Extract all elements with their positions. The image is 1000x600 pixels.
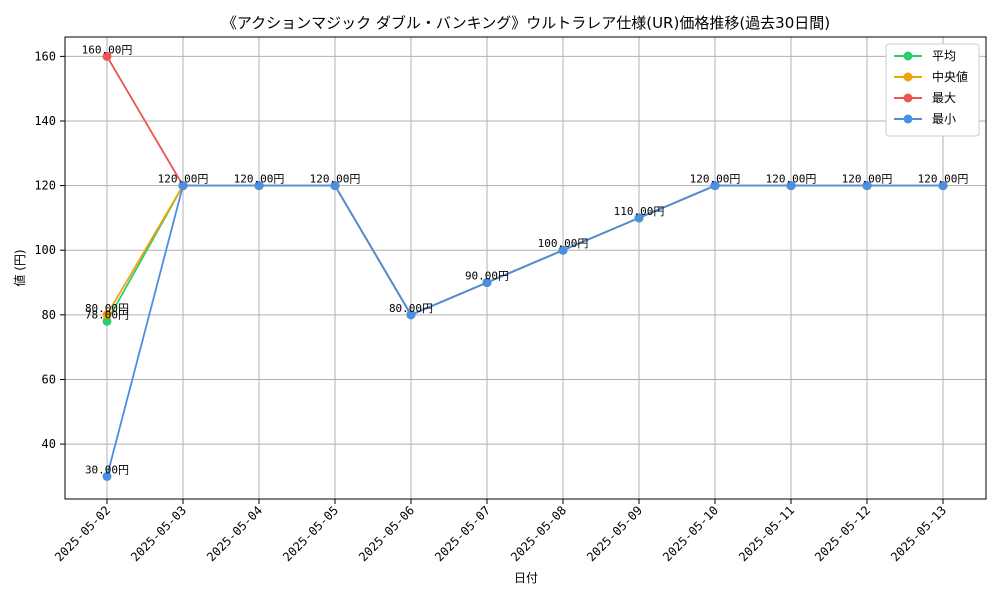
x-tick-label: 2025-05-02: [52, 503, 113, 564]
x-axis-ticks: 2025-05-02 2025-05-03 2025-05-04 2025-05-05…: [52, 499, 949, 564]
data-label: 120.00円: [158, 173, 209, 186]
series-point: [178, 181, 188, 191]
data-label: 78.00円: [85, 308, 129, 321]
series-point: [102, 310, 112, 320]
x-tick-label: 2025-05-07: [432, 503, 493, 564]
series-point: [710, 181, 720, 191]
x-tick-label: 2025-05-09: [584, 503, 645, 564]
series-point: [102, 316, 112, 326]
series-point: [634, 213, 644, 223]
legend-entry-label: 中央値: [932, 69, 968, 84]
series-line: [106, 184, 943, 477]
series-point: [406, 310, 416, 320]
legend-entry-label: 平均: [932, 49, 956, 63]
chart-title: 《アクションマジック ダブル・バンキング》ウルトラレア仕様(UR)価格推移(過去…: [222, 14, 830, 32]
x-tick-label: 2025-05-12: [812, 503, 873, 564]
y-axis-label: 値 (円): [12, 249, 27, 286]
series-3: [102, 181, 948, 481]
legend-entry-label: 最大: [932, 91, 956, 105]
legend-entry-label: 最小: [932, 112, 956, 126]
series-point: [558, 245, 568, 255]
data-label: 110.00円: [614, 205, 665, 218]
data-label: 30.00円: [85, 463, 129, 476]
series-layer: [102, 51, 948, 481]
data-label: 120.00円: [842, 173, 893, 186]
data-label: 100.00円: [538, 237, 589, 250]
data-label: 160.00円: [82, 43, 133, 56]
series-point: [102, 51, 112, 61]
x-tick-label: 2025-05-03: [128, 503, 189, 564]
x-axis-label: 日付: [514, 571, 538, 585]
y-tick-label: 80: [42, 308, 56, 322]
series-point: [102, 471, 112, 481]
y-tick-label: 160: [34, 49, 56, 63]
data-label: 90.00円: [465, 270, 509, 283]
series-line: [106, 184, 943, 322]
x-tick-label: 2025-05-13: [888, 503, 949, 564]
y-tick-label: 100: [34, 243, 56, 257]
legend-swatch-marker: [903, 93, 913, 103]
series-point: [786, 181, 796, 191]
y-tick-label: 40: [42, 437, 56, 451]
x-tick-label: 2025-05-06: [356, 503, 417, 564]
series-point: [482, 278, 492, 288]
x-tick-label: 2025-05-10: [660, 503, 721, 564]
y-tick-label: 120: [34, 179, 56, 193]
y-tick-label: 60: [42, 372, 56, 386]
x-tick-label: 2025-05-08: [508, 503, 569, 564]
legend-swatch-marker: [903, 72, 913, 82]
legend-swatch-marker: [903, 51, 913, 61]
data-label: 120.00円: [234, 173, 285, 186]
series-point: [938, 181, 948, 191]
data-label: 120.00円: [918, 173, 969, 186]
legend-swatch-marker: [903, 114, 913, 124]
y-axis-ticks: 40 60 80 100 120 140 160: [34, 49, 65, 451]
data-label: 120.00円: [690, 173, 741, 186]
grid-layer: [65, 37, 986, 499]
data-label: 120.00円: [310, 173, 361, 186]
series-point: [254, 181, 264, 191]
y-tick-label: 140: [34, 114, 56, 128]
x-tick-label: 2025-05-11: [736, 503, 797, 564]
x-tick-label: 2025-05-04: [204, 503, 265, 564]
data-label: 120.00円: [766, 173, 817, 186]
data-label: 80.00円: [389, 302, 433, 315]
legend-box: [885, 43, 980, 137]
series-point: [862, 181, 872, 191]
series-point: [330, 181, 340, 191]
plot-frame: [64, 36, 987, 500]
data-label: 80.00円: [85, 302, 129, 315]
series-0: [102, 181, 948, 326]
x-tick-label: 2025-05-05: [280, 503, 341, 564]
